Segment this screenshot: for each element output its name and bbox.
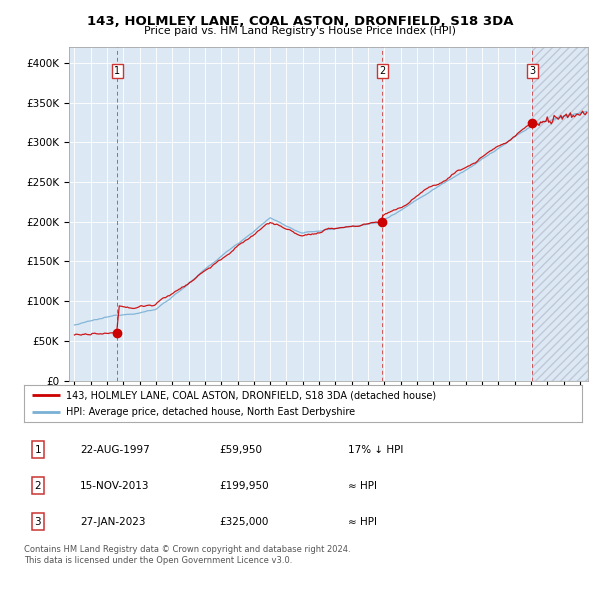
Text: 3: 3 bbox=[529, 66, 535, 76]
Text: 143, HOLMLEY LANE, COAL ASTON, DRONFIELD, S18 3DA: 143, HOLMLEY LANE, COAL ASTON, DRONFIELD… bbox=[87, 15, 513, 28]
Text: 22-AUG-1997: 22-AUG-1997 bbox=[80, 445, 149, 454]
Text: This data is licensed under the Open Government Licence v3.0.: This data is licensed under the Open Gov… bbox=[24, 556, 292, 565]
Text: £325,000: £325,000 bbox=[220, 517, 269, 527]
Text: 2: 2 bbox=[35, 481, 41, 491]
Text: 3: 3 bbox=[35, 517, 41, 527]
Text: 15-NOV-2013: 15-NOV-2013 bbox=[80, 481, 149, 491]
Text: £199,950: £199,950 bbox=[220, 481, 269, 491]
Text: 17% ↓ HPI: 17% ↓ HPI bbox=[347, 445, 403, 454]
Text: ≈ HPI: ≈ HPI bbox=[347, 517, 377, 527]
Text: 1: 1 bbox=[115, 66, 121, 76]
Text: 1: 1 bbox=[35, 445, 41, 454]
Text: 27-JAN-2023: 27-JAN-2023 bbox=[80, 517, 145, 527]
Text: Price paid vs. HM Land Registry's House Price Index (HPI): Price paid vs. HM Land Registry's House … bbox=[144, 26, 456, 36]
Text: 2: 2 bbox=[379, 66, 385, 76]
Text: £59,950: £59,950 bbox=[220, 445, 262, 454]
Text: 143, HOLMLEY LANE, COAL ASTON, DRONFIELD, S18 3DA (detached house): 143, HOLMLEY LANE, COAL ASTON, DRONFIELD… bbox=[66, 390, 436, 400]
Text: HPI: Average price, detached house, North East Derbyshire: HPI: Average price, detached house, Nort… bbox=[66, 407, 355, 417]
Text: ≈ HPI: ≈ HPI bbox=[347, 481, 377, 491]
Text: Contains HM Land Registry data © Crown copyright and database right 2024.: Contains HM Land Registry data © Crown c… bbox=[24, 545, 350, 553]
